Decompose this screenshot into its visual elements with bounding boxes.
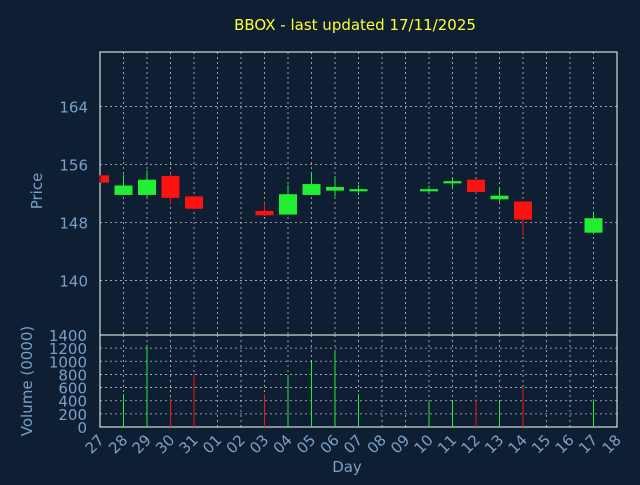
candle-body bbox=[161, 176, 180, 198]
volume-tick-label: 600 bbox=[58, 380, 87, 398]
day-tick-label: 18 bbox=[599, 431, 625, 457]
day-tick-label: 11 bbox=[434, 431, 460, 457]
price-tick-label: 156 bbox=[59, 156, 88, 174]
day-tick-label: 12 bbox=[458, 431, 484, 457]
day-tick-label: 03 bbox=[246, 431, 272, 457]
candle-body bbox=[349, 189, 368, 192]
day-tick-label: 14 bbox=[505, 431, 531, 457]
day-axis-label: Day bbox=[332, 458, 362, 476]
volume-tick-label: 1400 bbox=[49, 327, 87, 345]
day-tick-label: 04 bbox=[270, 431, 296, 457]
candle-body bbox=[302, 184, 321, 195]
day-tick-label: 15 bbox=[528, 431, 554, 457]
volume-tick-label: 1200 bbox=[49, 340, 87, 358]
day-tick-label: 10 bbox=[411, 431, 437, 457]
price-panel: 140 148 156 164 bbox=[59, 51, 618, 336]
volume-tick-label: 1000 bbox=[49, 353, 87, 371]
volume-axis-label: Volume (0000) bbox=[18, 326, 36, 436]
candle-body bbox=[443, 181, 462, 184]
day-tick-label: 08 bbox=[364, 431, 390, 457]
price-tick-label: 164 bbox=[59, 98, 88, 116]
volume-tick-label: 200 bbox=[58, 406, 87, 424]
day-tick-label: 09 bbox=[387, 431, 413, 457]
price-tick-label: 140 bbox=[59, 273, 88, 291]
day-tick-label: 17 bbox=[575, 431, 601, 457]
candle-body bbox=[185, 196, 203, 209]
candle-body bbox=[326, 186, 344, 191]
day-tick-label: 01 bbox=[199, 431, 225, 457]
candle-body bbox=[101, 175, 109, 183]
candle-body bbox=[467, 179, 485, 193]
candle-body bbox=[279, 194, 297, 215]
day-tick-label: 29 bbox=[129, 431, 155, 457]
day-tick-label: 05 bbox=[293, 431, 319, 457]
volume-tick-label: 0 bbox=[77, 419, 87, 437]
candle-body bbox=[514, 201, 532, 220]
day-tick-label: 30 bbox=[152, 431, 178, 457]
volume-tick-label: 800 bbox=[58, 366, 87, 384]
candle-body bbox=[138, 179, 156, 195]
price-tick-label: 148 bbox=[59, 215, 88, 233]
candle-body bbox=[255, 210, 274, 216]
candle-body bbox=[584, 218, 603, 233]
candle-body bbox=[420, 189, 438, 192]
candle-body bbox=[490, 195, 509, 200]
day-tick-label: 06 bbox=[317, 431, 343, 457]
day-tick-label: 31 bbox=[176, 431, 202, 457]
volume-tick-label: 400 bbox=[58, 393, 87, 411]
day-tick-label: 07 bbox=[340, 431, 366, 457]
volume-panel: 0200400600800100012001400272829303101020… bbox=[49, 327, 625, 457]
chart-title: BBOX - last updated 17/11/2025 bbox=[234, 16, 476, 34]
price-axis-label: Price bbox=[28, 173, 46, 210]
day-tick-label: 28 bbox=[105, 431, 131, 457]
day-tick-label: 13 bbox=[481, 431, 507, 457]
day-tick-label: 16 bbox=[552, 431, 578, 457]
day-tick-label: 02 bbox=[223, 431, 249, 457]
candle-body bbox=[114, 185, 133, 195]
